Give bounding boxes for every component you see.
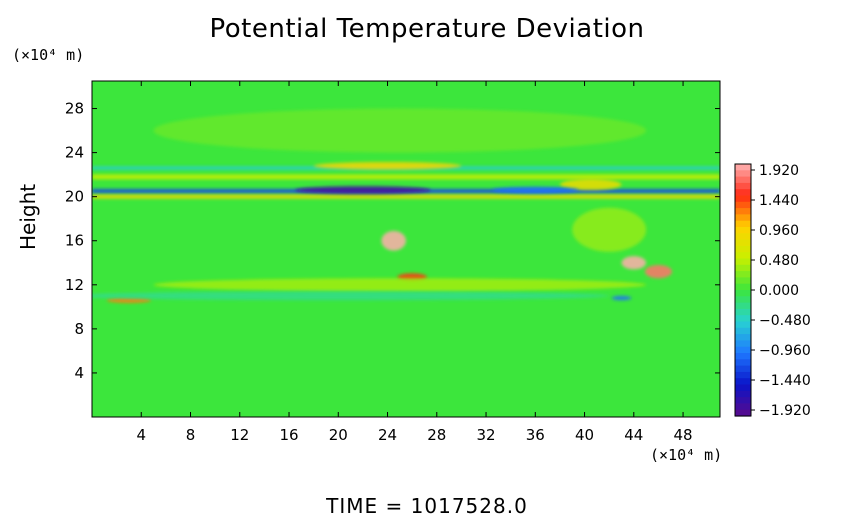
y-tick-label: 20 [65, 188, 84, 206]
colorbar-swatch [735, 220, 751, 228]
x-tick-label: 12 [230, 426, 249, 444]
field-blob-17 [153, 108, 647, 153]
x-tick-label: 44 [624, 426, 643, 444]
field-band-2 [92, 194, 720, 199]
colorbar-swatch [735, 271, 751, 278]
y-tick-label: 8 [74, 320, 84, 338]
x-tick-label: 20 [329, 426, 348, 444]
colorbar-swatch [735, 227, 751, 234]
colorbar-swatch [735, 264, 751, 272]
field-blob-10 [559, 179, 622, 191]
colorbar-swatch [735, 252, 751, 260]
colorbar-swatch [735, 208, 751, 215]
colorbar-swatch [735, 195, 751, 203]
colorbar-swatch [735, 214, 751, 222]
colorbar-swatch [735, 308, 751, 316]
field-blob-15 [92, 291, 610, 301]
y-tick-label: 4 [74, 364, 84, 382]
colorbar-swatch [735, 390, 751, 398]
colorbar-swatch [735, 378, 751, 386]
colorbar-swatch [735, 189, 751, 197]
field-blob-9 [644, 264, 672, 279]
colorbar-label: 0.960 [759, 223, 799, 239]
y-tick-label: 12 [65, 276, 84, 294]
y-tick-label: 16 [65, 232, 84, 250]
colorbar-swatch [735, 397, 751, 404]
field-blob-14 [153, 278, 647, 292]
field-blob-12 [106, 297, 152, 303]
x-tick-label: 24 [378, 426, 397, 444]
x-tick-label: 36 [526, 426, 545, 444]
plot-frame [91, 80, 721, 418]
colorbar-swatch [735, 353, 751, 360]
colorbar-swatch [735, 334, 751, 341]
colorbar-swatch [735, 176, 751, 184]
colorbar-label: −1.920 [759, 403, 811, 419]
colorbar-swatch [735, 409, 751, 417]
y-tick-label: 28 [65, 100, 84, 118]
colorbar-swatch [735, 164, 751, 171]
colorbar-swatch [735, 233, 751, 241]
colorbar-swatch [735, 359, 751, 367]
colorbar-label: −1.440 [759, 373, 811, 389]
colorbar-swatch [735, 371, 751, 379]
colorbar-swatch [735, 277, 751, 285]
colorbar: 1.920 1.440 0.960 0.480 0.000 −0.480 −0.960 −1.… [734, 163, 811, 419]
colorbar-label: −0.480 [759, 313, 811, 329]
field-blob-4 [295, 186, 431, 194]
plot-area [92, 81, 720, 417]
field-blob-5 [313, 161, 462, 170]
colorbar-swatch [735, 283, 751, 291]
y-axis-unit-label: (×10⁴ m) [12, 46, 85, 64]
colorbar-swatch [735, 258, 751, 266]
colorbar-label: 1.920 [759, 163, 799, 179]
colorbar-swatch [735, 290, 751, 297]
x-tick-label: 4 [136, 426, 146, 444]
field-band-0 [92, 174, 720, 180]
chart-title: Potential Temperature Deviation [209, 14, 645, 44]
colorbar-label: −0.960 [759, 343, 811, 359]
colorbar-label: 0.480 [759, 253, 799, 269]
colorbar-swatch [735, 365, 751, 373]
colorbar-swatch [735, 327, 751, 335]
x-axis-unit-label: (×10⁴ m) [650, 446, 723, 464]
colorbar-swatch [735, 201, 751, 209]
field-blob-8 [621, 256, 647, 270]
colorbar-swatch [735, 170, 751, 178]
colorbar-swatch [735, 302, 751, 310]
colorbar-swatch [735, 315, 751, 323]
colorbar-label: 1.440 [759, 193, 799, 209]
x-tick-label: 28 [427, 426, 446, 444]
colorbar-swatch [735, 182, 751, 190]
colorbar-swatch [735, 403, 751, 411]
colorbar-swatch [735, 384, 751, 392]
x-tick-label: 16 [279, 426, 298, 444]
x-tick-label: 32 [476, 426, 495, 444]
x-tick-label: 8 [186, 426, 196, 444]
time-footer: TIME = 1017528.0 [326, 494, 528, 518]
field-blob-16 [572, 207, 647, 252]
colorbar-swatch [735, 346, 751, 354]
colorbar-swatch [735, 245, 751, 253]
field-blob-13 [611, 295, 632, 301]
colorbar-swatch [735, 340, 751, 348]
y-tick-label: 24 [65, 144, 84, 162]
field-blob-6 [381, 230, 406, 251]
field-blob-11 [492, 186, 579, 194]
colorbar-swatch [735, 296, 751, 304]
x-tick-label: 40 [575, 426, 594, 444]
colorbar-swatch [735, 321, 751, 329]
colorbar-label: 0.000 [759, 283, 799, 299]
x-tick-label: 48 [674, 426, 693, 444]
colorbar-swatch [735, 239, 751, 247]
